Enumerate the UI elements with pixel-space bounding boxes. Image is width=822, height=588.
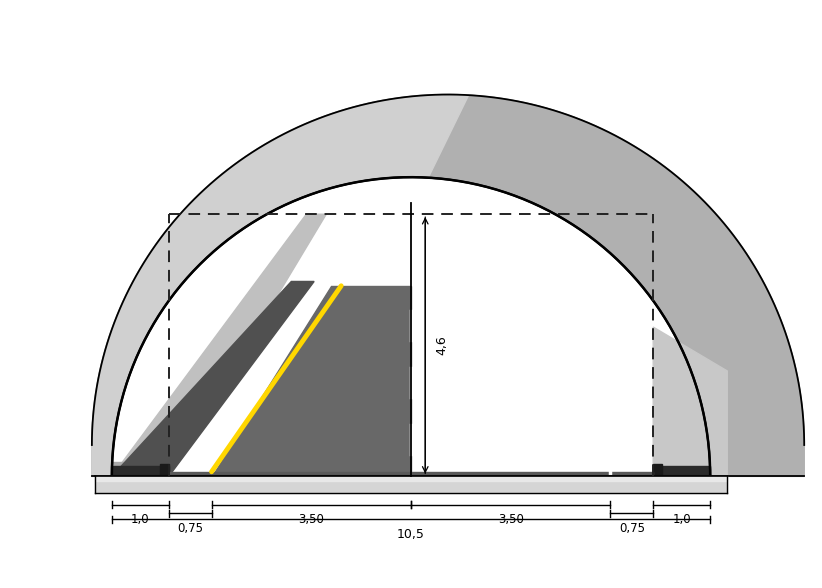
Polygon shape	[92, 95, 804, 476]
Text: 1,0: 1,0	[672, 513, 691, 526]
Polygon shape	[112, 214, 326, 476]
Polygon shape	[160, 464, 169, 476]
Polygon shape	[653, 466, 710, 476]
Polygon shape	[653, 327, 727, 476]
Polygon shape	[112, 466, 169, 476]
Text: 1,0: 1,0	[131, 513, 150, 526]
Polygon shape	[112, 462, 169, 470]
Text: 10,5: 10,5	[397, 527, 425, 540]
Polygon shape	[112, 476, 710, 483]
Polygon shape	[653, 464, 662, 476]
Polygon shape	[92, 95, 804, 476]
Polygon shape	[211, 286, 411, 476]
Polygon shape	[112, 473, 710, 477]
Polygon shape	[95, 477, 727, 481]
Text: 0,75: 0,75	[619, 522, 644, 535]
Text: 4,6: 4,6	[436, 335, 449, 355]
Polygon shape	[169, 472, 653, 476]
Polygon shape	[112, 282, 314, 476]
Text: 3,50: 3,50	[498, 513, 524, 526]
Polygon shape	[95, 476, 727, 493]
Polygon shape	[112, 476, 710, 485]
Polygon shape	[92, 95, 469, 476]
Text: 0,75: 0,75	[178, 522, 203, 535]
Polygon shape	[112, 476, 710, 479]
Polygon shape	[112, 177, 710, 476]
Text: 3,50: 3,50	[298, 513, 324, 526]
